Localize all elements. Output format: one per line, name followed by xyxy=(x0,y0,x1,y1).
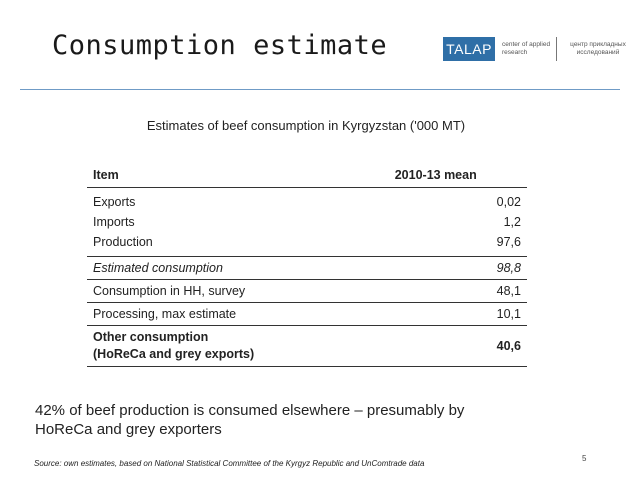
row-label: Consumption in HH, survey xyxy=(87,279,303,303)
page-title: Consumption estimate xyxy=(52,30,388,61)
table-row: Exports 0,02 xyxy=(87,188,527,213)
header-rule xyxy=(20,89,620,90)
row-value: 48,1 xyxy=(302,279,527,303)
table-row: Consumption in HH, survey 48,1 xyxy=(87,279,527,303)
table-header-row: Item 2010-13 mean xyxy=(87,163,527,188)
row-label: Exports xyxy=(93,195,136,209)
row-value: 97,6 xyxy=(496,235,521,249)
row-label: Estimated consumption xyxy=(87,256,303,280)
page-number: 5 xyxy=(582,454,587,463)
row-value: 0,02 xyxy=(496,195,521,209)
table-row: Estimated consumption 98,8 xyxy=(87,256,527,280)
logo-caption-en: center of applied research xyxy=(502,41,551,56)
column-header-value: 2010-13 mean xyxy=(302,163,527,188)
talap-logo: TALAP xyxy=(443,37,495,61)
table-row: Production 97,6 xyxy=(87,232,527,257)
consumption-table: Item 2010-13 mean Exports 0,02 Imports 1… xyxy=(87,163,527,367)
key-finding-note: 42% of beef production is consumed elsew… xyxy=(35,402,465,438)
table-row: Imports 1,2 xyxy=(87,212,527,232)
source-footnote: Source: own estimates, based on National… xyxy=(34,459,425,468)
logo-divider xyxy=(556,37,557,61)
table-row: Processing, max estimate 10,1 xyxy=(87,302,527,326)
column-header-item: Item xyxy=(87,163,303,188)
row-label-line1: Other consumption xyxy=(93,330,209,344)
row-value: 10,1 xyxy=(302,302,527,326)
logo-caption-ru: центр прикладных исследований xyxy=(570,41,626,56)
row-value: 40,6 xyxy=(302,325,527,367)
table-row: Other consumption (HoReCa and grey expor… xyxy=(87,325,527,367)
table-caption: Estimates of beef consumption in Kyrgyzs… xyxy=(146,118,466,133)
row-label-line2: (HoReCa and grey exports) xyxy=(93,347,255,361)
row-value: 1,2 xyxy=(503,215,521,229)
row-label: Other consumption (HoReCa and grey expor… xyxy=(87,325,303,367)
row-label: Processing, max estimate xyxy=(87,302,303,326)
row-label: Production xyxy=(93,235,153,249)
row-value: 98,8 xyxy=(302,256,527,280)
row-label: Imports xyxy=(93,215,135,229)
